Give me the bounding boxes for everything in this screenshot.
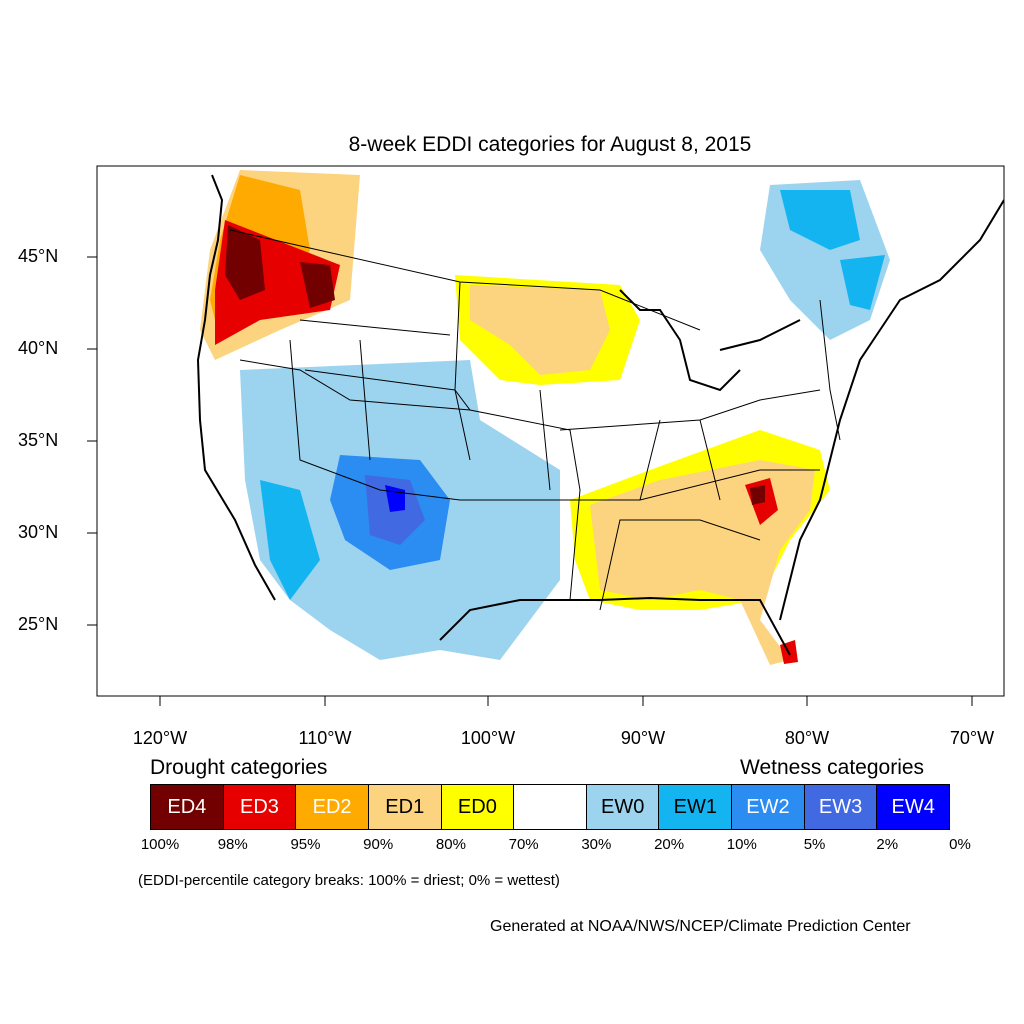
lon-label-120: 120°W <box>132 728 188 748</box>
wetness-heading: Wetness categories <box>740 756 925 779</box>
drought-heading: Drought categories <box>150 756 328 779</box>
lat-label-25: 25°N <box>18 614 59 634</box>
legend-box-ew1: EW1 <box>659 785 733 829</box>
legend-box-ed0: ED0 <box>441 785 515 829</box>
lat-label-35: 35°N <box>18 430 59 450</box>
lat-label-30: 30°N <box>18 522 59 542</box>
lat-label-45: 45°N <box>18 246 59 266</box>
legend-box-ed1: ED1 <box>368 785 442 829</box>
region-northern-plains-ed1 <box>470 285 610 375</box>
axis-ticks <box>87 256 973 706</box>
region-maine-ew1 <box>840 255 885 310</box>
break-label: 80% <box>435 836 466 853</box>
break-label: 98% <box>217 836 248 853</box>
break-label: 5% <box>803 836 826 853</box>
legend-box-ew0: EW0 <box>586 785 660 829</box>
region-idaho-ed4 <box>300 262 335 308</box>
credit-line: Generated at NOAA/NWS/NCEP/Climate Predi… <box>490 918 911 935</box>
eddi-map <box>87 165 1005 706</box>
legend-box-ew2: EW2 <box>732 785 805 829</box>
break-label: 20% <box>654 836 685 853</box>
break-label: 70% <box>508 836 539 853</box>
legend-box-ew4: EW4 <box>877 785 950 829</box>
lon-label-110: 110°W <box>298 728 352 748</box>
region-california-ew1 <box>260 480 320 600</box>
legend-box-ed3: ED3 <box>223 785 297 829</box>
region-carolina-ed4 <box>750 485 765 505</box>
lon-label-80: 80°W <box>784 728 830 748</box>
map-title: 8-week EDDI categories for August 8, 201… <box>348 133 752 156</box>
lon-label-70: 70°W <box>949 728 995 748</box>
legend-box-ed2: ED2 <box>296 785 369 829</box>
break-label: 30% <box>581 836 612 853</box>
legend-box-ed4: ED4 <box>151 785 224 829</box>
break-label: 95% <box>290 836 321 853</box>
break-label: 90% <box>363 836 394 853</box>
legend-box-neutral <box>514 785 587 829</box>
region-pnw-ed4 <box>225 225 265 300</box>
break-label: 100% <box>140 836 180 853</box>
map-frame <box>96 165 1005 697</box>
break-label: 0% <box>949 836 971 853</box>
coastlines <box>196 174 1004 656</box>
break-label: 2% <box>876 836 899 853</box>
lon-label-100: 100°W <box>460 728 516 748</box>
legend-box-ew3: EW3 <box>804 785 878 829</box>
region-new-england-ew1 <box>780 190 860 250</box>
break-label: 10% <box>726 836 757 853</box>
lat-label-40: 40°N <box>18 338 59 358</box>
category-legend: ED4 ED3 ED2 ED1 ED0 EW0 EW1 EW2 EW3 EW4 <box>150 784 950 830</box>
category-note: (EDDI-percentile category breaks: 100% =… <box>138 872 560 889</box>
lon-label-90: 90°W <box>620 728 666 748</box>
